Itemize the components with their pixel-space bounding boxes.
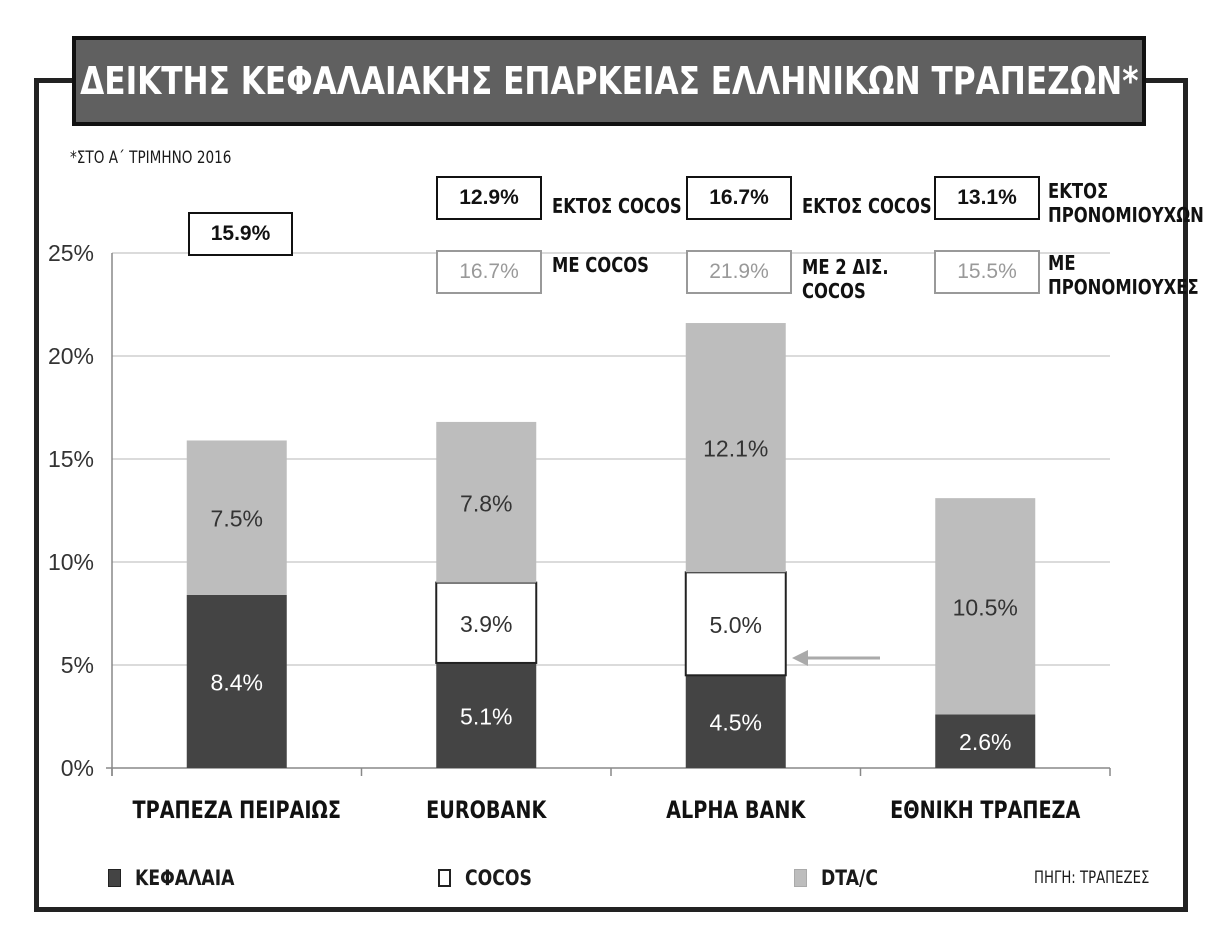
x-category-label: ΕΘΝΙΚΗ ΤΡΑΠΕΖΑ [890, 797, 1080, 825]
legend-item-cocos: COCOS [438, 866, 547, 890]
legend-swatch-kefalaia [108, 869, 121, 887]
ethniki-with-pref-label-1: ΜΕ [1048, 251, 1076, 275]
data-label-cocos: 3.9% [460, 611, 512, 637]
y-tick-label: 0% [61, 755, 94, 781]
bar-cocos [684, 571, 787, 677]
data-label-dta: 12.1% [703, 436, 768, 462]
alpha-ex-cocos-box: 16.7% [686, 176, 792, 220]
legend-swatch-dta [794, 869, 807, 887]
bar-kefalaia [685, 675, 786, 768]
data-label-kefalaia: 8.4% [211, 669, 263, 695]
ethniki-ex-pref-box: 13.1% [934, 176, 1040, 220]
bar-dta [935, 498, 1036, 715]
y-tick-label: 5% [61, 652, 94, 678]
alpha-with-cocos-label-2: COCOS [802, 279, 866, 303]
data-label-dta: 7.5% [211, 506, 263, 532]
ethniki-ex-pref-label-2: ΠΡΟΝΟΜΙΟΥΧΩΝ [1048, 203, 1204, 227]
bar-dta [685, 323, 786, 573]
legend-swatch-cocos [438, 869, 451, 887]
x-category-label: EUROBANK [426, 797, 547, 825]
title-banner: ΔΕΙΚΤΗΣ ΚΕΦΑΛΑΙΑΚΗΣ ΕΠΑΡΚΕΙΑΣ ΕΛΛΗΝΙΚΩΝ … [72, 36, 1146, 126]
y-tick-label: 25% [48, 240, 94, 266]
chart-title: ΔΕΙΚΤΗΣ ΚΕΦΑΛΑΙΑΚΗΣ ΕΠΑΡΚΕΙΑΣ ΕΛΛΗΝΙΚΩΝ … [79, 59, 1139, 103]
data-label-kefalaia: 5.1% [460, 703, 512, 729]
eurobank-ex-cocos-box: 12.9% [436, 176, 542, 220]
bar-cocos [435, 581, 538, 664]
piraeus-total-box: 15.9% [188, 212, 293, 256]
alpha-ex-cocos-label: ΕΚΤΟΣ COCOS [802, 194, 932, 218]
eurobank-with-cocos-label: ΜΕ COCOS [552, 253, 650, 277]
legend-item-kefalaia: ΚΕΦΑΛΑΙΑ [108, 866, 256, 890]
legend-label-dta: DTA/C [821, 866, 878, 890]
data-label-kefalaia: 2.6% [959, 729, 1011, 755]
bar-kefalaia [436, 662, 537, 768]
data-label-dta: 10.5% [953, 594, 1018, 620]
legend-label-cocos: COCOS [465, 866, 532, 890]
bar-dta [436, 421, 537, 583]
legend-item-dta: DTA/C [794, 866, 890, 890]
chart-subtitle: *ΣΤΟ Α΄ ΤΡΙΜΗΝΟ 2016 [70, 148, 232, 168]
alpha-with-cocos-label-1: ΜΕ 2 ΔΙΣ. [802, 255, 889, 279]
ethniki-ex-pref-label-1: ΕΚΤΟΣ [1048, 179, 1109, 203]
eurobank-ex-cocos-label: ΕΚΤΟΣ COCOS [552, 194, 682, 218]
bar-kefalaia [935, 714, 1036, 768]
ethniki-with-pref-label-2: ΠΡΟΝΟΜΙΟΥΧΕΣ [1048, 275, 1199, 299]
legend-label-kefalaia: ΚΕΦΑΛΑΙΑ [135, 866, 235, 890]
data-label-dta: 7.8% [460, 490, 512, 516]
x-category-label: ΤΡΑΠΕΖΑ ΠΕΙΡΑΙΩΣ [133, 797, 341, 825]
data-label-cocos: 5.0% [710, 612, 762, 638]
y-tick-label: 15% [48, 446, 94, 472]
y-tick-label: 20% [48, 343, 94, 369]
y-tick-label: 10% [48, 549, 94, 575]
bar-dta [186, 440, 287, 595]
ethniki-with-pref-box: 15.5% [934, 250, 1040, 294]
data-label-kefalaia: 4.5% [710, 710, 762, 736]
bar-kefalaia [186, 594, 287, 768]
eurobank-with-cocos-box: 16.7% [436, 250, 542, 294]
source-note: ΠΗΓΗ: ΤΡΑΠΕΖΕΣ [1034, 868, 1150, 888]
alpha-with-cocos-box: 21.9% [686, 250, 792, 294]
arrow-head-icon [792, 650, 808, 666]
x-category-label: ALPHA BANK [666, 797, 806, 825]
